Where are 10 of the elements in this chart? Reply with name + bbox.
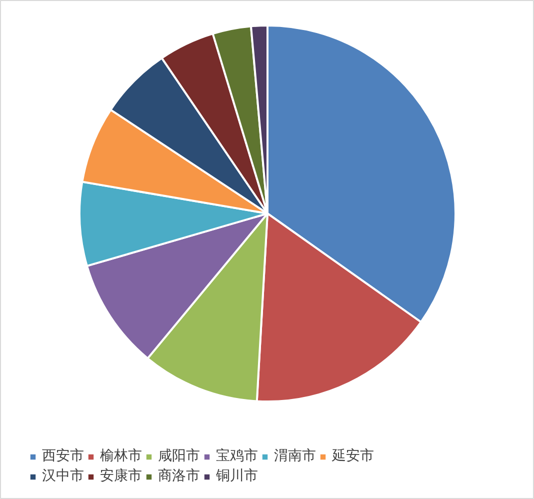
- legend-label: 榆林市: [100, 447, 142, 465]
- legend-label: 安康市: [100, 467, 142, 485]
- legend-label: 宝鸡市: [216, 447, 258, 465]
- legend-label: 商洛市: [158, 467, 200, 485]
- legend-label: 渭南市: [274, 447, 316, 465]
- legend-label: 咸阳市: [158, 447, 200, 465]
- legend-label: 汉中市: [42, 467, 84, 485]
- legend-label: 西安市: [42, 447, 84, 465]
- legend-label: 延安市: [332, 447, 374, 465]
- legend-label: 铜川市: [216, 467, 258, 485]
